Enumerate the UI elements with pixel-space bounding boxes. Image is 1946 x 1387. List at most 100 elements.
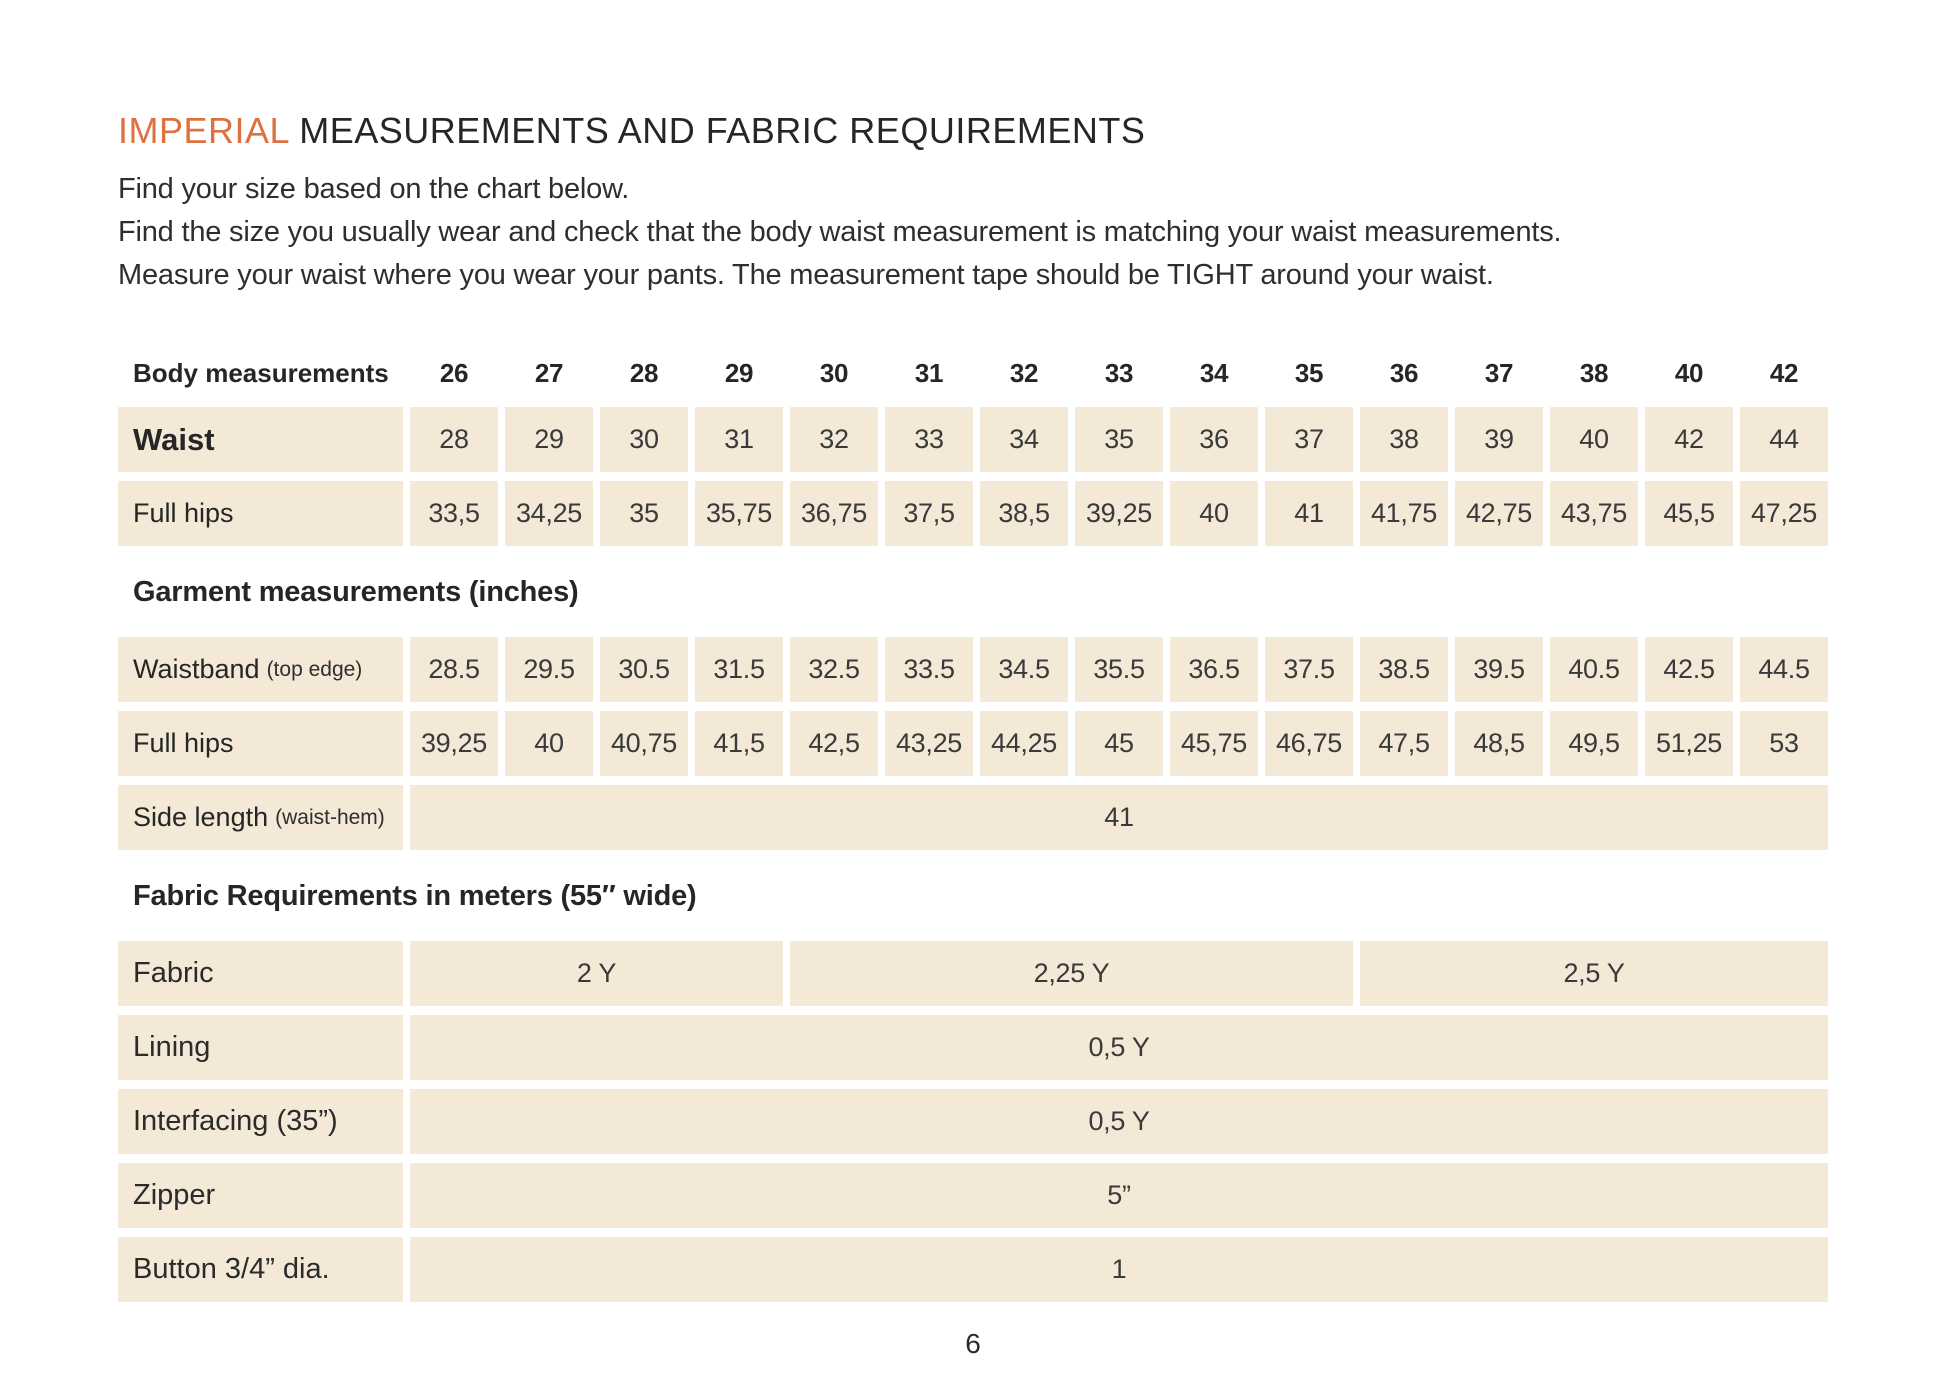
- side-length-value-cell: 41: [410, 785, 1828, 850]
- waistband-label-note: (top edge): [266, 657, 363, 681]
- size-column-header: 28: [629, 357, 659, 388]
- size-header-row: Body measurements 26 27 28 29 30 31 32 33 34 35 36…: [118, 351, 1828, 395]
- garment-measurements-table: Waistband (top edge) 28.5 29.5 30.5 31.5 32.…: [118, 637, 1828, 850]
- body-full-hips-value-cell: 33,5: [410, 481, 498, 546]
- garment-full-hips-value-cell: 45: [1075, 711, 1163, 776]
- button-value-cell: 1: [410, 1237, 1828, 1302]
- size-column-header: 31: [914, 357, 944, 388]
- garment-full-hips-value-cell: 42,5: [790, 711, 878, 776]
- garment-full-hips-value-cell: 53: [1740, 711, 1828, 776]
- page-footer: 6: [118, 1328, 1828, 1360]
- waistband-value-cell: 36.5: [1170, 637, 1258, 702]
- garment-full-hips-value-cell: 47,5: [1360, 711, 1448, 776]
- waist-value-cell: 37: [1265, 407, 1353, 472]
- size-column-header: 37: [1484, 357, 1514, 388]
- garment-full-hips-value-cell: 46,75: [1265, 711, 1353, 776]
- button-row-label: Button 3/4” dia.: [118, 1237, 403, 1302]
- body-full-hips-value-cell: 43,75: [1550, 481, 1638, 546]
- garment-full-hips-value-cell: 39,25: [410, 711, 498, 776]
- waist-value-cell: 32: [790, 407, 878, 472]
- intro-line-1: Find your size based on the chart below.: [118, 173, 630, 205]
- size-column-header: 40: [1674, 357, 1704, 388]
- waistband-value-cell: 38.5: [1360, 637, 1448, 702]
- zipper-value-cell: 5”: [410, 1163, 1828, 1228]
- body-full-hips-row-label: Full hips: [118, 481, 403, 546]
- waist-value-cell: 44: [1740, 407, 1828, 472]
- waistband-value-cell: 33.5: [885, 637, 973, 702]
- size-column-header: 33: [1104, 357, 1134, 388]
- waist-value-cell: 39: [1455, 407, 1543, 472]
- waistband-value-cell: 31.5: [695, 637, 783, 702]
- garment-full-hips-value-cell: 51,25: [1645, 711, 1733, 776]
- waist-value-cell: 29: [505, 407, 593, 472]
- zipper-row: Zipper 5”: [118, 1163, 1828, 1228]
- waist-value-cell: 34: [980, 407, 1068, 472]
- fabric-value-cell-sizes-36-42: 2,5 Y: [1360, 941, 1828, 1006]
- waist-value-cell: 33: [885, 407, 973, 472]
- garment-full-hips-value-cell: 43,25: [885, 711, 973, 776]
- size-column-header: 26: [439, 357, 469, 388]
- size-column-header: 35: [1294, 357, 1324, 388]
- button-row: Button 3/4” dia. 1: [118, 1237, 1828, 1302]
- body-full-hips-value-cell: 47,25: [1740, 481, 1828, 546]
- garment-full-hips-value-cell: 41,5: [695, 711, 783, 776]
- body-full-hips-row: Full hips 33,5 34,25 35 35,75 36,75 37,5 38,5 3…: [118, 481, 1828, 546]
- body-full-hips-value-cell: 42,75: [1455, 481, 1543, 546]
- interfacing-value-cell: 0,5 Y: [410, 1089, 1828, 1154]
- body-full-hips-value-cell: 41: [1265, 481, 1353, 546]
- size-column-header: 27: [534, 357, 564, 388]
- garment-full-hips-value-cell: 48,5: [1455, 711, 1543, 776]
- size-column-header: 29: [724, 357, 754, 388]
- zipper-row-label: Zipper: [118, 1163, 403, 1228]
- waist-value-cell: 36: [1170, 407, 1258, 472]
- interfacing-row: Interfacing (35”) 0,5 Y: [118, 1089, 1828, 1154]
- garment-full-hips-row-label: Full hips: [118, 711, 403, 776]
- waistband-value-cell: 30.5: [600, 637, 688, 702]
- body-full-hips-value-cell: 35,75: [695, 481, 783, 546]
- waist-value-cell: 28: [410, 407, 498, 472]
- size-column-header: 30: [819, 357, 849, 388]
- interfacing-row-label: Interfacing (35”): [118, 1089, 403, 1154]
- fabric-row: Fabric 2 Y 2,25 Y 2,5 Y: [118, 941, 1828, 1006]
- body-full-hips-value-cell: 39,25: [1075, 481, 1163, 546]
- waist-value-cell: 40: [1550, 407, 1638, 472]
- waistband-value-cell: 37.5: [1265, 637, 1353, 702]
- garment-full-hips-value-cell: 40,75: [600, 711, 688, 776]
- side-length-label-text: Side length: [133, 802, 269, 832]
- waistband-value-cell: 42.5: [1645, 637, 1733, 702]
- waistband-value-cell: 40.5: [1550, 637, 1638, 702]
- size-column-header: 38: [1579, 357, 1609, 388]
- body-full-hips-value-cell: 35: [600, 481, 688, 546]
- garment-measurements-heading: Garment measurements (inches): [133, 576, 579, 608]
- garment-full-hips-value-cell: 49,5: [1550, 711, 1638, 776]
- lining-value-cell: 0,5 Y: [410, 1015, 1828, 1080]
- side-length-row: Side length (waist-hem) 41: [118, 785, 1828, 850]
- waistband-value-cell: 34.5: [980, 637, 1068, 702]
- body-full-hips-value-cell: 41,75: [1360, 481, 1448, 546]
- side-length-row-label: Side length (waist-hem): [118, 785, 403, 850]
- waistband-value-cell: 44.5: [1740, 637, 1828, 702]
- fabric-row-label: Fabric: [118, 941, 403, 1006]
- lining-row-label: Lining: [118, 1015, 403, 1080]
- waistband-row: Waistband (top edge) 28.5 29.5 30.5 31.5 32.…: [118, 637, 1828, 702]
- waist-value-cell: 30: [600, 407, 688, 472]
- page-title: IMPERIAL MEASUREMENTS AND FABRIC REQUIRE…: [118, 110, 1828, 152]
- intro-paragraph: Find your size based on the chart below.…: [118, 168, 1828, 297]
- waist-value-cell: 35: [1075, 407, 1163, 472]
- garment-full-hips-row: Full hips 39,25 40 40,75 41,5 42,5 43,25 44,25…: [118, 711, 1828, 776]
- column-header-body-measurements: Body measurements: [133, 357, 389, 388]
- garment-full-hips-value-cell: 40: [505, 711, 593, 776]
- body-full-hips-value-cell: 38,5: [980, 481, 1068, 546]
- page-number: 6: [965, 1328, 981, 1359]
- fabric-requirements-heading: Fabric Requirements in meters (55″ wide): [133, 880, 697, 912]
- size-column-header: 34: [1199, 357, 1229, 388]
- body-measurements-table: Body measurements 26 27 28 29 30 31 32 33 34 35 36…: [118, 351, 1828, 546]
- title-rest: MEASUREMENTS AND FABRIC REQUIREMENTS: [288, 110, 1146, 151]
- waist-row: Waist 28 29 30 31 32 33 34 35 36 37 38 39 40 42 44: [118, 407, 1828, 472]
- intro-line-3: Measure your waist where you wear your p…: [118, 259, 1494, 291]
- body-full-hips-value-cell: 45,5: [1645, 481, 1733, 546]
- garment-full-hips-value-cell: 45,75: [1170, 711, 1258, 776]
- waistband-value-cell: 29.5: [505, 637, 593, 702]
- size-column-header: 42: [1769, 357, 1799, 388]
- body-full-hips-value-cell: 36,75: [790, 481, 878, 546]
